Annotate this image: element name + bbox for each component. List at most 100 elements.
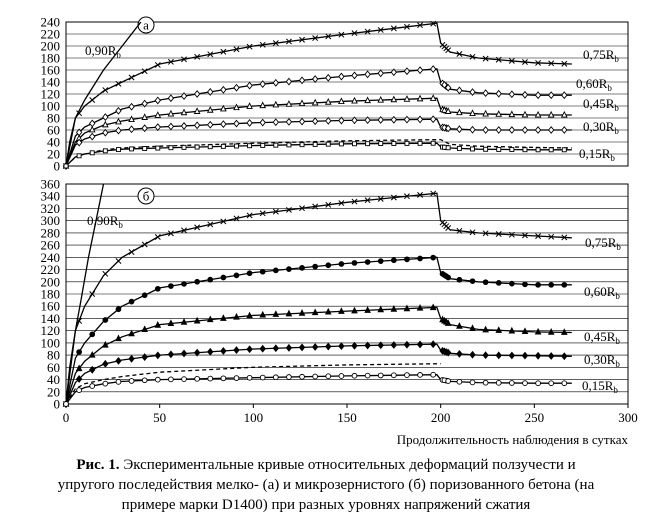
data-point (548, 281, 555, 288)
data-point (377, 372, 384, 379)
series-line (66, 363, 441, 404)
caption-text-1: Экспериментальные кривые относительных д… (120, 457, 576, 473)
data-point (141, 124, 148, 133)
data-point (220, 218, 227, 225)
data-point (495, 231, 502, 237)
data-point (324, 98, 332, 105)
data-point (206, 106, 214, 113)
y-tick-label: 40 (47, 135, 60, 150)
data-point (364, 70, 371, 79)
data-point (338, 342, 345, 351)
data-point (194, 144, 200, 150)
y-tick-label: 160 (41, 63, 61, 78)
data-point (535, 59, 542, 66)
y-tick-label: 180 (41, 287, 61, 302)
y-tick-label: 340 (41, 189, 61, 204)
x-axis-label: Продолжительность наблюдения в сутках (397, 432, 629, 447)
data-point (522, 232, 528, 239)
data-point (508, 231, 515, 238)
data-point (259, 118, 266, 127)
data-point (167, 230, 174, 237)
data-point (495, 280, 502, 286)
data-point (548, 126, 555, 134)
series-label: 0,90Rb (87, 213, 123, 230)
data-point (470, 146, 475, 152)
data-point (273, 142, 279, 148)
data-point (155, 145, 161, 151)
data-point (445, 47, 452, 54)
data-point (561, 126, 568, 134)
data-point (403, 304, 411, 312)
data-point (88, 351, 96, 358)
data-point (521, 327, 529, 335)
data-point (246, 374, 253, 381)
y-tick-label: 20 (47, 147, 60, 162)
data-point (312, 373, 319, 380)
data-point (259, 101, 267, 109)
series-label-subscript: b (613, 385, 618, 395)
series-label: 0,30Rb (584, 352, 620, 369)
x-tick-label: 150 (337, 410, 357, 425)
data-point (128, 102, 135, 111)
data-point (167, 122, 175, 131)
data-point (128, 329, 135, 337)
data-point (430, 190, 437, 197)
data-point (482, 379, 489, 386)
data-point (430, 254, 437, 261)
series-label-text: 0,30R (583, 119, 615, 134)
data-point (482, 109, 489, 117)
data-point (193, 107, 201, 114)
data-point (154, 285, 161, 292)
data-point (535, 233, 542, 240)
data-point (180, 349, 188, 358)
data-point (456, 125, 463, 134)
data-point (445, 274, 452, 281)
data-point (482, 55, 489, 62)
data-point (445, 145, 451, 151)
data-point (522, 147, 528, 153)
data-point (63, 163, 69, 169)
data-point (404, 140, 410, 146)
data-point (115, 80, 122, 87)
data-point (259, 268, 266, 275)
series-line (66, 374, 572, 404)
y-tick-label: 240 (41, 15, 61, 30)
data-point (377, 116, 384, 124)
data-point (272, 100, 280, 108)
data-point (325, 201, 332, 208)
data-point (482, 89, 489, 98)
panel-label-circle (137, 187, 155, 205)
data-point (364, 28, 371, 35)
series-label: 0,75Rb (583, 47, 619, 64)
data-point (561, 91, 568, 100)
data-point (521, 126, 529, 134)
data-point (495, 379, 502, 386)
data-point (128, 354, 135, 363)
series-label-subscript: b (615, 336, 620, 346)
data-point (495, 326, 503, 333)
x-tick-label: 0 (63, 410, 70, 425)
series-label: 0,30Rb (583, 119, 619, 136)
data-point (220, 104, 227, 112)
data-point (391, 141, 397, 146)
data-point (272, 78, 279, 87)
data-point (325, 373, 332, 380)
data-point (364, 372, 371, 379)
data-point (325, 342, 332, 351)
data-point (193, 316, 201, 324)
data-point (364, 259, 371, 265)
y-tick-label: 60 (47, 123, 60, 138)
data-point (351, 341, 358, 350)
data-point (141, 241, 148, 248)
data-point (220, 48, 227, 55)
data-point (167, 319, 175, 327)
series-label-text: 0,60R (584, 284, 616, 299)
data-point (377, 305, 385, 313)
data-point (207, 144, 213, 150)
data-point (141, 325, 149, 332)
data-point (233, 46, 240, 53)
data-point (298, 76, 306, 85)
data-point (207, 87, 214, 96)
series-label-subscript: b (610, 153, 615, 163)
data-point (535, 147, 541, 153)
